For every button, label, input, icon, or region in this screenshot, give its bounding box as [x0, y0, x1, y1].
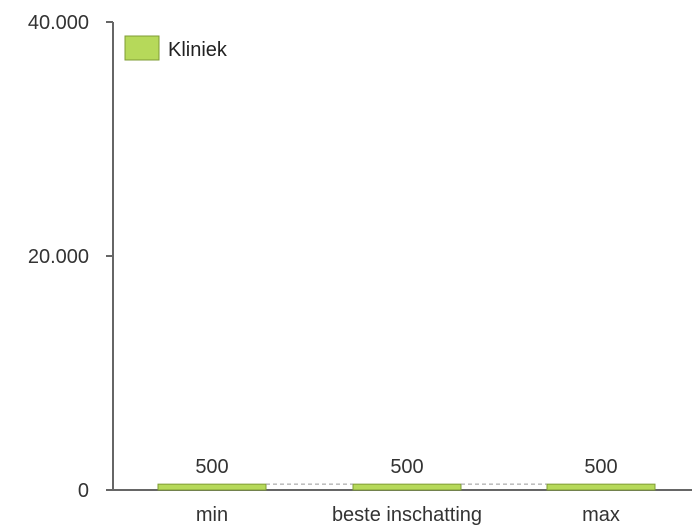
x-tick-label: max	[582, 504, 620, 526]
y-tick-label: 20.000	[28, 246, 89, 268]
y-tick-label: 0	[78, 480, 89, 502]
y-tick-label: 40.000	[28, 12, 89, 34]
x-tick-label: beste inschatting	[332, 504, 482, 526]
bar-min	[157, 483, 267, 491]
axes	[106, 21, 692, 491]
legend-label-kliniek: Kliniek	[168, 39, 228, 61]
bar-beste-inschatting	[352, 483, 462, 491]
data-label: 500	[584, 456, 617, 478]
legend-swatch	[124, 35, 160, 61]
bar-max	[546, 483, 656, 491]
legend: Kliniek	[124, 35, 228, 61]
bars	[157, 483, 656, 491]
labels: 0 20.000 40.000 500 min 500 beste inschatting 5…	[28, 12, 620, 526]
x-tick-label: min	[196, 504, 228, 526]
data-label: 500	[390, 456, 423, 478]
data-label: 500	[195, 456, 228, 478]
